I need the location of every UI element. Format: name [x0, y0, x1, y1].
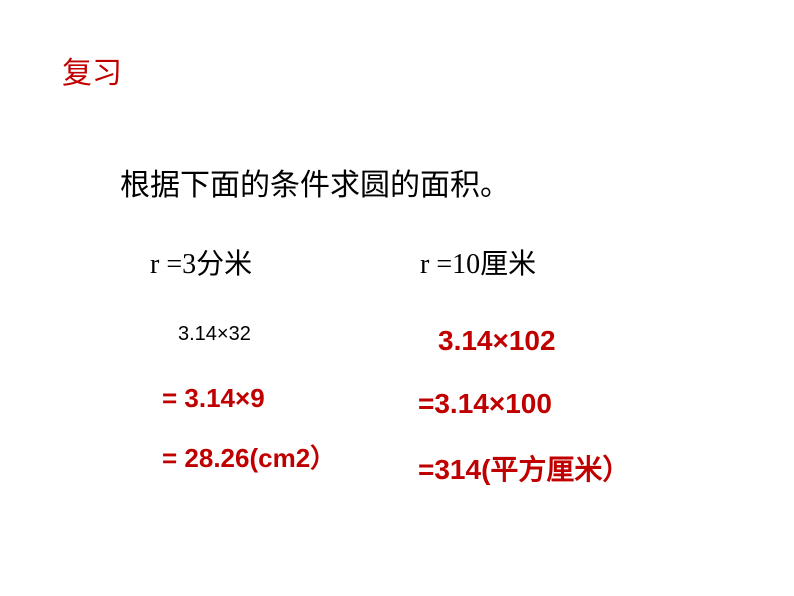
- calculation-right-step2: =3.14×100: [418, 388, 552, 420]
- review-title: 复习: [62, 48, 122, 92]
- calculation-right-result: =314(平方厘米）: [418, 448, 630, 488]
- question-text: 根据下面的条件求圆的面积。: [120, 160, 510, 204]
- calculation-left-result: = 28.26(cm2）: [162, 438, 336, 475]
- calculation-right-step1: 3.14×102: [438, 325, 556, 357]
- calculation-left-step1: 3.14×32: [178, 323, 251, 346]
- condition-radius-right: r =10厘米: [420, 242, 536, 282]
- condition-radius-left: r =3分米: [150, 242, 252, 282]
- calculation-left-step2: = 3.14×9: [162, 383, 265, 414]
